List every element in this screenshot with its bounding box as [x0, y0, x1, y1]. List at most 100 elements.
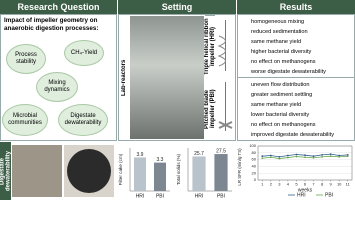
- header: Research Question: [0, 0, 117, 14]
- result-icon: no: [240, 91, 248, 99]
- x-tick-label: 10: [337, 182, 342, 187]
- topic: Digestate dewaterability: [58, 104, 108, 136]
- x-tick-label: 3: [278, 182, 281, 187]
- result-text: higher bacterial diversity: [251, 49, 312, 55]
- result-text: worse digestate dewaterability: [251, 69, 326, 75]
- x-tick-label: 11: [346, 182, 351, 187]
- result-text: no effect on methanogens: [251, 59, 316, 65]
- result-text: reduced sedimentation: [251, 29, 308, 35]
- result-text: uneven flow distribution: [251, 82, 310, 88]
- point: [312, 157, 315, 159]
- point: [321, 153, 323, 156]
- point: [329, 153, 332, 156]
- result-icon: ok: [240, 28, 248, 36]
- hri-label: Triple helical ribbon impeller (HRI): [204, 15, 216, 77]
- result-item: okreduced sedimentation: [240, 27, 354, 37]
- result-icon: eq: [240, 121, 248, 129]
- result-icon: eq: [240, 58, 248, 66]
- result-text: lower bacterial diversity: [251, 112, 310, 118]
- panel: [118, 14, 236, 141]
- x-tick-label: 8: [321, 182, 324, 187]
- result-icon: no: [240, 68, 248, 76]
- point: [261, 157, 264, 160]
- x-tick-label: PBI: [217, 193, 225, 199]
- topic: Process stability: [6, 44, 46, 74]
- filter-cake-chart: Filter cake (cm) 3.9 HRI 3.3 PBI: [118, 148, 170, 199]
- x-tick-label: 6: [304, 182, 307, 187]
- point: [346, 155, 349, 158]
- y-tick-label: 60: [252, 157, 257, 162]
- separator: [238, 77, 354, 78]
- point: [278, 155, 281, 158]
- result-item: eqsame methane yield: [240, 100, 354, 110]
- point: [338, 154, 341, 157]
- x-tick-label: HRI: [136, 193, 145, 199]
- result-text: greater sediment settling: [251, 92, 313, 98]
- impeller-icons: [217, 20, 233, 131]
- panel: [0, 14, 117, 141]
- dewaterability-label: Digestate dewaterability: [0, 142, 12, 200]
- point: [287, 156, 289, 159]
- y-tick-label: 100: [249, 143, 256, 148]
- topic: Microbial communities: [2, 104, 48, 136]
- legend-label: HRI: [297, 192, 306, 198]
- x-tick-label: 2: [270, 182, 273, 187]
- result-icon: eq: [240, 101, 248, 109]
- point: [304, 156, 306, 159]
- header: Setting: [118, 0, 236, 14]
- result-item: nouneven flow distribution: [240, 80, 354, 90]
- y-tick-label: 20: [252, 170, 257, 175]
- y-axis-label: Total solids (%): [176, 153, 181, 185]
- result-item: okhigher bacterial diversity: [240, 47, 354, 57]
- pbi-label: Pitched blade impeller (PBI): [204, 89, 216, 129]
- point: [295, 153, 298, 156]
- legend-label: PBI: [325, 192, 333, 198]
- bar: [192, 156, 206, 191]
- x-axis-label: weeks: [298, 187, 313, 193]
- value-label: 25.7: [194, 151, 204, 157]
- result-text: no effect on methanogens: [251, 122, 316, 128]
- result-text: homogeneous mixing: [251, 19, 305, 25]
- point: [261, 155, 264, 158]
- y-axis-label: Filter cake (cm): [118, 153, 123, 185]
- value-label: 3.9: [137, 152, 144, 158]
- intro: Impact of impeller geometry on anaerobic…: [4, 17, 99, 32]
- point: [287, 154, 289, 157]
- reactor-photo: [130, 16, 204, 139]
- point: [278, 157, 281, 160]
- point: [269, 154, 272, 157]
- cake-photo: [64, 145, 114, 197]
- result-icon: ok: [240, 48, 248, 56]
- point: [295, 155, 298, 158]
- point: [304, 154, 306, 157]
- x-tick-label: 5: [295, 182, 298, 187]
- point: [321, 155, 323, 158]
- x-tick-label: 4: [287, 182, 290, 187]
- total-solids-chart: Total solids (%) 25.7 HRI 27.5 PBI: [176, 148, 232, 199]
- result-item: eqno effect on methanogens: [240, 120, 354, 130]
- bar: [134, 157, 146, 191]
- result-text: same methane yield: [251, 39, 302, 45]
- point: [312, 155, 315, 158]
- result-item: okhomogeneous mixing: [240, 17, 354, 27]
- result-text: same methane yield: [251, 102, 302, 108]
- bar: [214, 154, 228, 191]
- lab-label: Lab-reactors: [121, 59, 127, 96]
- result-icon: no: [240, 111, 248, 119]
- point: [269, 156, 272, 159]
- result-item: eqsame methane yield: [240, 37, 354, 47]
- result-item: nogreater sediment settling: [240, 90, 354, 100]
- result-icon: no: [240, 81, 248, 89]
- plot-frame: [257, 145, 353, 181]
- x-tick-label: 9: [330, 182, 333, 187]
- result-item: nolower bacterial diversity: [240, 110, 354, 120]
- press-photo: [12, 145, 62, 197]
- value-label: 27.5: [216, 148, 226, 154]
- graphical-abstract: Research Question Setting Results Impact…: [0, 0, 355, 200]
- result-item: okimproved digestate dewaterability: [240, 130, 354, 140]
- x-tick-label: HRI: [195, 193, 204, 199]
- result-text: improved digestate dewaterability: [251, 132, 335, 138]
- result-item: eqno effect on methanogens: [240, 57, 354, 67]
- result-item: noworse digestate dewaterability: [240, 67, 354, 77]
